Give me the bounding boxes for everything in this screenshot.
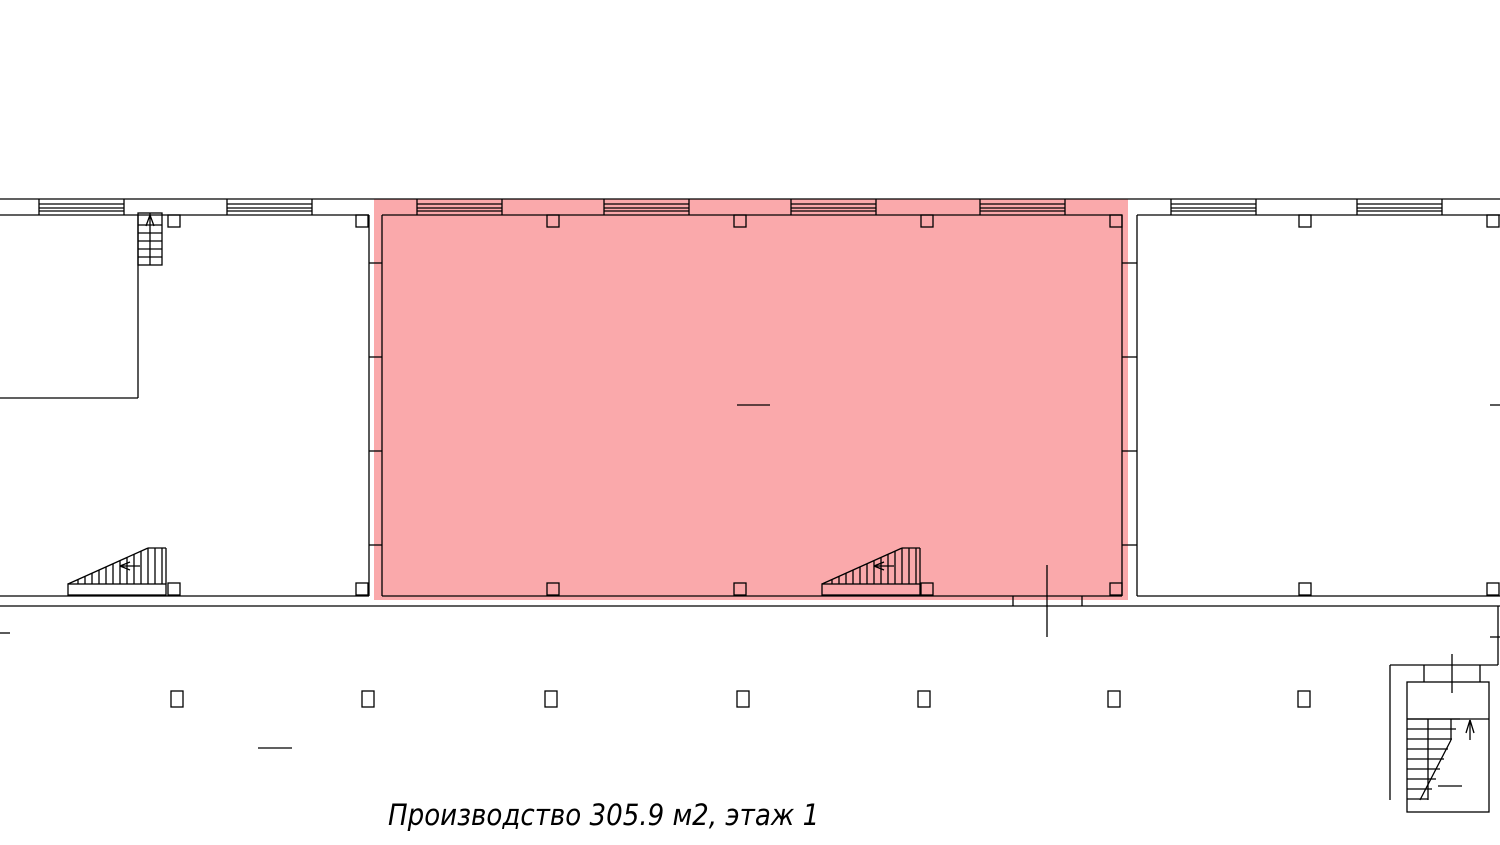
- column: [544, 690, 558, 708]
- column: [167, 214, 181, 228]
- stair-arrow: [149, 214, 155, 227]
- column: [546, 214, 560, 228]
- stair-arrow: [119, 565, 131, 571]
- column: [355, 582, 369, 596]
- stair-core: [1406, 681, 1490, 813]
- stair-arrow: [873, 561, 885, 567]
- column: [355, 214, 369, 228]
- stair: [821, 583, 921, 596]
- column: [170, 690, 184, 708]
- column: [736, 690, 750, 708]
- column: [917, 690, 931, 708]
- walls: [0, 198, 1500, 813]
- highlighted-room[interactable]: [374, 199, 1128, 600]
- stair-arrow: [873, 565, 885, 571]
- column: [1297, 690, 1311, 708]
- column: [920, 214, 934, 228]
- column: [1298, 214, 1312, 228]
- column: [1107, 690, 1121, 708]
- column: [546, 582, 560, 596]
- column: [167, 582, 181, 596]
- stair: [67, 547, 149, 585]
- column: [1298, 582, 1312, 596]
- column: [1486, 214, 1500, 228]
- column: [1486, 582, 1500, 596]
- column: [920, 582, 934, 596]
- column: [733, 582, 747, 596]
- column: [1109, 214, 1123, 228]
- column: [1109, 582, 1123, 596]
- room-caption: Производство 305.9 м2, этаж 1: [388, 798, 820, 832]
- column: [361, 690, 375, 708]
- stair-arrow: [1469, 719, 1475, 734]
- stair: [1419, 739, 1452, 801]
- stair-arrow: [1465, 719, 1471, 734]
- stair-arrow: [145, 214, 151, 227]
- stair: [821, 547, 903, 585]
- stair: [67, 583, 167, 596]
- stair-arrow: [119, 561, 131, 567]
- column: [733, 214, 747, 228]
